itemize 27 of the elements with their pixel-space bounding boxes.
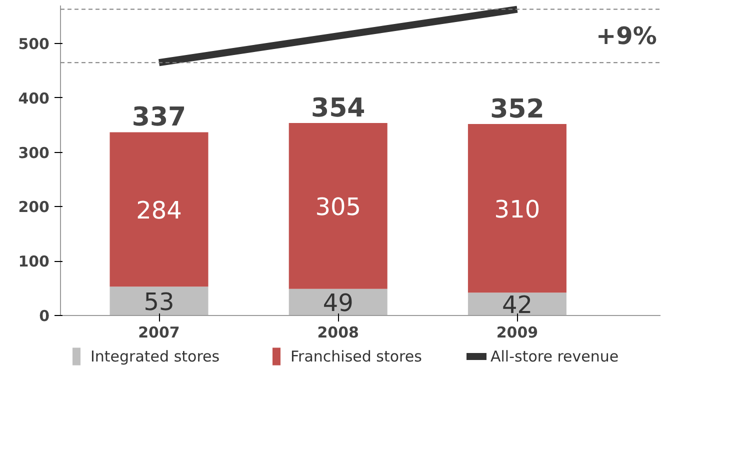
data-label: 42 xyxy=(502,291,532,320)
annotation: +9% xyxy=(596,22,657,50)
y-tick-label: 100 xyxy=(18,252,50,271)
data-label: 49 xyxy=(322,289,354,318)
legend-label: All-store revenue xyxy=(490,348,619,366)
bar xyxy=(468,124,566,293)
x-tick-label: 2007 xyxy=(138,324,180,342)
legend-label: Franchised stores xyxy=(290,348,422,366)
data-label: 310 xyxy=(494,195,540,224)
x-tick-label: 2008 xyxy=(317,324,359,342)
total-label: 337 xyxy=(132,102,186,133)
bar xyxy=(110,286,208,316)
total-label: 352 xyxy=(490,94,544,125)
data-label: 305 xyxy=(315,192,362,221)
data-label: 284 xyxy=(136,196,182,224)
bar xyxy=(110,132,208,287)
bar xyxy=(468,292,566,316)
bar xyxy=(288,122,388,289)
y-tick-label: 0 xyxy=(39,307,50,325)
legend-label: Integrated stores xyxy=(90,348,220,366)
data-label: 53 xyxy=(144,288,174,316)
x-tick-label: 2009 xyxy=(496,324,538,342)
y-tick-label: 500 xyxy=(18,35,50,54)
y-tick-label: 400 xyxy=(18,89,50,108)
y-tick-label: 200 xyxy=(18,198,50,216)
total-label: 354 xyxy=(310,93,366,124)
y-tick-label: 300 xyxy=(18,144,50,162)
